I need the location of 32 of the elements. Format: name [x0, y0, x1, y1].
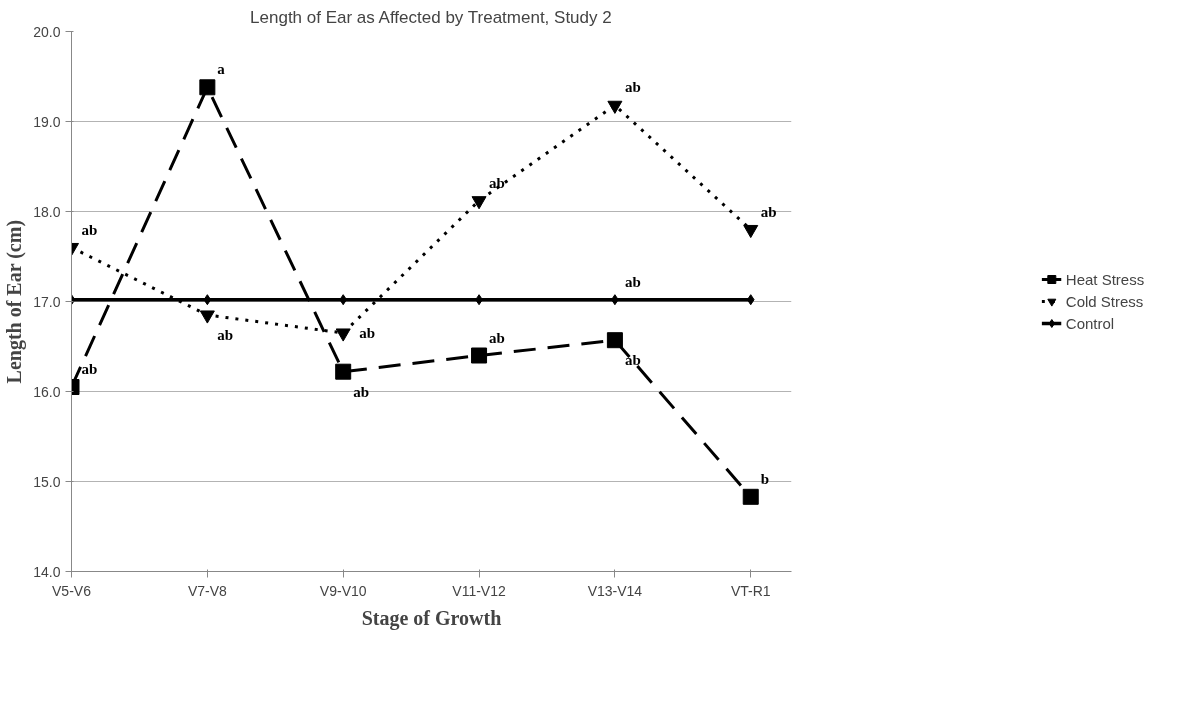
x-axis-title: Stage of Growth	[361, 606, 502, 630]
x-tick-label: V11-V12	[452, 582, 506, 599]
annotation: ab	[624, 352, 641, 369]
annotation: ab	[489, 329, 505, 346]
annotation: ab	[760, 203, 777, 220]
annotation: ab	[81, 221, 98, 238]
legend-label: Control	[1065, 314, 1115, 332]
annotation: ab	[624, 79, 641, 96]
y-tick-label: 19.0	[33, 113, 61, 130]
x-tick-label: V9-V10	[319, 582, 367, 599]
annotation: ab	[624, 273, 641, 290]
legend-label: Heat Stress	[1065, 270, 1145, 288]
x-tick-label: VT-R1	[730, 582, 771, 599]
x-tick-label: V7-V8	[187, 582, 228, 599]
annotation: ab	[217, 327, 234, 343]
y-tick-label: 20.0	[33, 23, 61, 40]
chart-title: Length of Ear as Affected by Treatment, Study 2	[250, 7, 612, 27]
y-tick-label: 15.0	[33, 473, 61, 490]
annotation: b	[760, 470, 770, 487]
annotation: ab	[489, 174, 505, 191]
annotation: ab	[359, 325, 376, 341]
y-tick-label: 18.0	[33, 203, 61, 220]
y-tick-label: 16.0	[33, 383, 61, 400]
y-axis-title: Length of Ear (cm)	[3, 219, 27, 384]
annotation: ab	[81, 361, 98, 377]
x-tick-label: V13-V14	[587, 582, 643, 599]
annotation: a	[217, 61, 226, 78]
x-tick-label: V5-V6	[52, 582, 92, 599]
y-tick-label: 14.0	[33, 563, 61, 580]
y-tick-label: 17.0	[33, 293, 61, 310]
legend-label: Cold Stress	[1065, 292, 1144, 310]
annotation: ab	[353, 383, 370, 400]
